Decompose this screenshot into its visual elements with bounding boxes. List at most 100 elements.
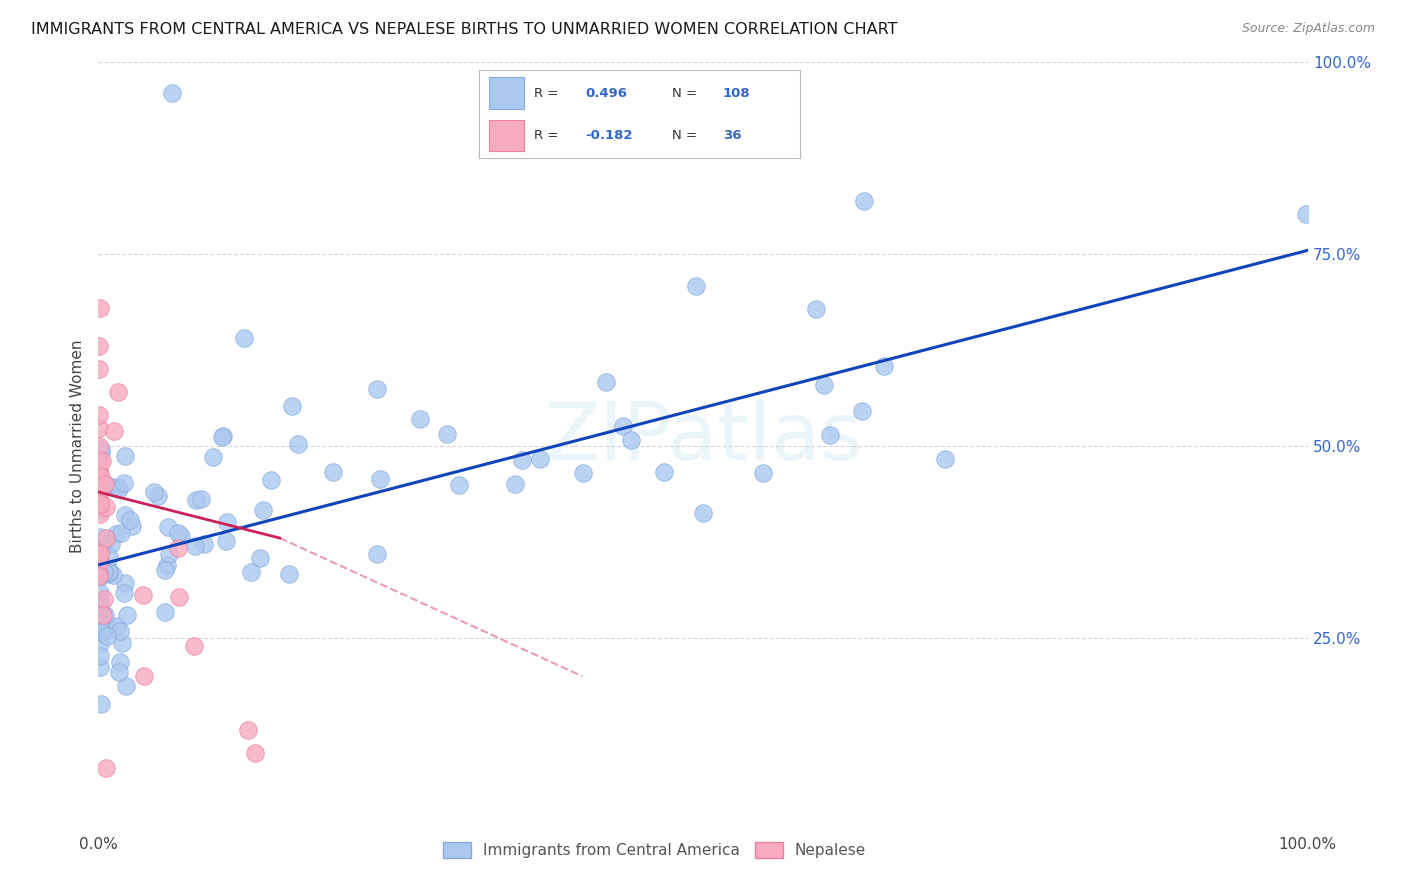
Legend: Immigrants from Central America, Nepalese: Immigrants from Central America, Nepales… [437,836,872,864]
Point [90,624,112,639]
Point [108,655,131,669]
Point [215,515,238,529]
Point [620,434,643,448]
Point [510,453,533,467]
Point [100,537,122,551]
Point [112,586,135,600]
Point [214,533,236,548]
Point [156,520,179,534]
Point [89,586,111,600]
Point [87,545,110,559]
Text: Source: ZipAtlas.com: Source: ZipAtlas.com [1241,22,1375,36]
Point [98,563,121,577]
Point [89,497,111,511]
Point [89,547,111,561]
Point [820,428,842,442]
Point [101,568,124,582]
Point [277,566,299,581]
Point [612,419,634,434]
Point [249,551,271,566]
Point [87,439,110,453]
Point [107,385,129,400]
Point [851,404,873,418]
Point [252,503,274,517]
Point [89,530,111,544]
Point [155,563,177,577]
Point [107,665,129,680]
Point [90,446,112,460]
Point [110,525,132,540]
Point [148,489,170,503]
Point [134,669,156,683]
Point [202,450,225,464]
Point [167,526,190,541]
Point [89,570,111,584]
Point [87,421,110,435]
Point [853,194,876,208]
Point [89,301,111,315]
Point [103,424,125,438]
Point [89,463,111,477]
Point [447,478,470,492]
Point [90,469,112,483]
Point [211,429,233,443]
Point [89,568,111,582]
Point [190,491,212,506]
Point [236,723,259,737]
Point [94,761,117,775]
Point [89,608,111,623]
Point [97,566,120,581]
Point [107,480,129,494]
Point [287,436,309,450]
Point [239,566,262,580]
Point [98,565,121,579]
Point [89,339,111,353]
Point [89,556,111,570]
Point [156,558,179,572]
Point [89,637,111,651]
Point [89,507,111,521]
Point [89,649,111,664]
Point [114,449,136,463]
Point [322,465,344,479]
Point [90,442,112,457]
Point [193,536,215,550]
Point [153,605,176,619]
Point [143,485,166,500]
Point [91,454,114,468]
Point [121,518,143,533]
Text: IMMIGRANTS FROM CENTRAL AMERICA VS NEPALESE BIRTHS TO UNMARRIED WOMEN CORRELATIO: IMMIGRANTS FROM CENTRAL AMERICA VS NEPAL… [31,22,897,37]
Point [114,576,136,591]
Point [436,426,458,441]
Point [90,538,112,552]
Point [89,565,111,579]
Point [572,466,595,480]
Point [93,607,115,622]
Point [160,86,183,100]
Point [685,279,707,293]
Point [89,545,111,559]
Point [93,592,115,607]
Point [108,482,131,496]
Point [97,479,120,493]
Point [183,639,205,653]
Point [186,493,208,508]
Point [183,539,205,553]
Point [87,495,110,509]
Point [170,529,193,543]
Point [281,399,304,413]
Point [87,409,110,423]
Point [93,566,115,580]
Point [260,473,283,487]
Point [503,476,526,491]
Point [166,541,188,555]
Point [111,636,134,650]
Point [1295,207,1317,221]
Point [232,330,254,344]
Point [89,595,111,609]
Point [366,382,388,396]
Point [157,547,180,561]
Point [89,617,111,632]
Point [94,500,117,515]
Point [94,476,117,491]
